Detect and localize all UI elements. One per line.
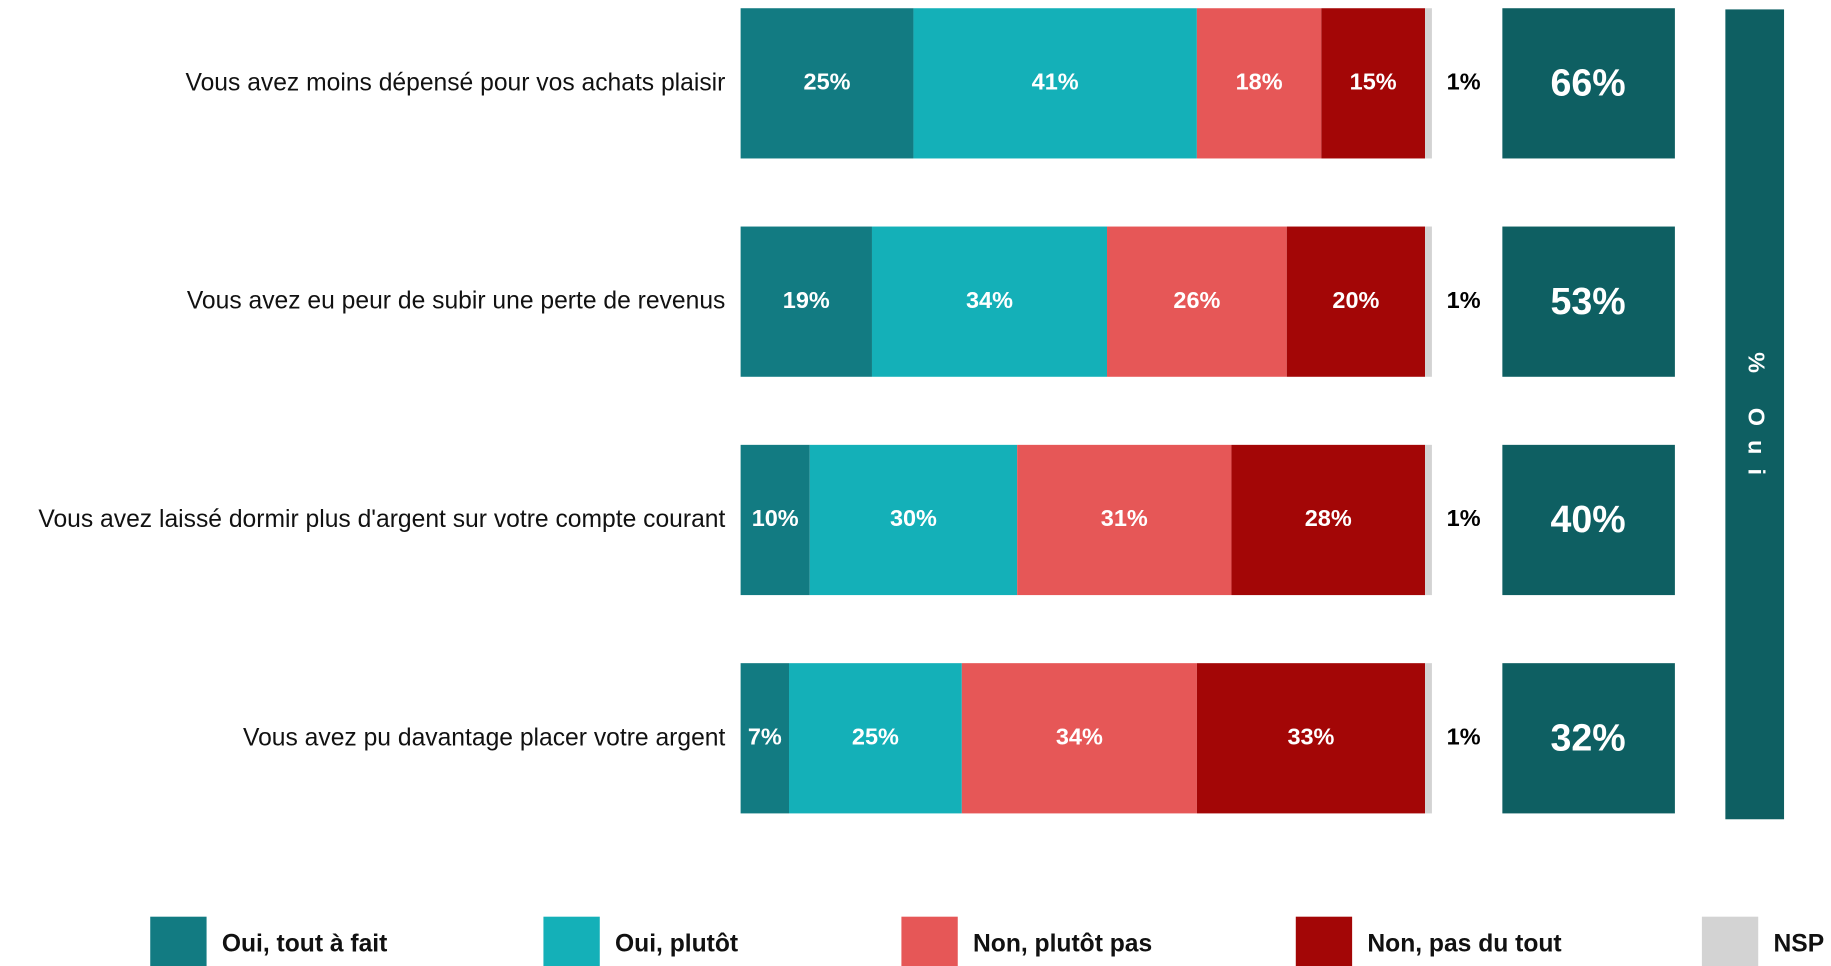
bar-segment xyxy=(1196,8,1322,159)
bar-segment xyxy=(789,663,962,814)
category-label-box: Vous avez pu davantage placer votre arge… xyxy=(243,724,726,752)
value-label: 1% xyxy=(1447,505,1481,531)
bar-segment xyxy=(1425,663,1432,814)
total-label: 32% xyxy=(1550,717,1625,759)
value-label: 10% xyxy=(752,505,799,531)
bar-segment xyxy=(1107,226,1287,377)
category-label: Vous avez moins dépensé pour vos achats … xyxy=(185,69,726,97)
legend-swatch xyxy=(1295,916,1353,966)
bar-segment xyxy=(809,444,1018,596)
category-label: Vous avez eu peur de subir une perte de … xyxy=(186,287,726,315)
total-box xyxy=(1502,663,1675,814)
value-label: 20% xyxy=(1332,287,1379,313)
bar-segment xyxy=(1321,8,1426,159)
totals-header-label: % Oui xyxy=(1744,352,1770,489)
value-label: 31% xyxy=(1101,505,1148,531)
bar-segment xyxy=(1425,8,1432,159)
bar-segment xyxy=(1017,444,1232,596)
category-label-box: Vous avez laissé dormir plus d'argent su… xyxy=(38,505,726,533)
legend-label: Oui, plutôt xyxy=(615,930,738,957)
bar-segment xyxy=(1425,226,1432,377)
bar-segment xyxy=(740,444,810,596)
value-label: 15% xyxy=(1350,69,1397,95)
total-box xyxy=(1502,226,1675,377)
legend-label: Non, pas du tout xyxy=(1367,930,1561,957)
bar-segment xyxy=(740,663,790,814)
total-label: 66% xyxy=(1550,62,1625,104)
value-label: 25% xyxy=(852,723,899,749)
legend-swatch xyxy=(543,916,600,966)
bar-segment xyxy=(871,226,1108,377)
value-label: 41% xyxy=(1032,69,1079,95)
value-label: 1% xyxy=(1447,69,1481,95)
value-label: 7% xyxy=(748,723,782,749)
legend-label: Oui, tout à fait xyxy=(222,930,388,957)
value-label: 30% xyxy=(890,505,937,531)
bar-segment xyxy=(913,8,1197,159)
category-label-box: Vous avez moins dépensé pour vos achats … xyxy=(185,69,726,97)
bar-segment xyxy=(1425,444,1432,596)
category-label: Vous avez laissé dormir plus d'argent su… xyxy=(38,505,726,533)
legend-label: Non, plutôt pas xyxy=(973,930,1152,957)
total-label: 53% xyxy=(1550,280,1625,322)
value-label: 1% xyxy=(1447,723,1481,749)
category-label: Vous avez pu davantage placer votre arge… xyxy=(243,724,726,752)
category-label-box: Vous avez eu peur de subir une perte de … xyxy=(186,287,726,315)
total-label: 40% xyxy=(1550,498,1625,540)
legend-swatch xyxy=(150,916,207,966)
value-label: 19% xyxy=(783,287,830,313)
legend-swatch xyxy=(1701,916,1759,966)
value-label: 34% xyxy=(1056,723,1103,749)
value-label: 26% xyxy=(1173,287,1220,313)
bar-segment xyxy=(1231,444,1426,596)
value-label: 28% xyxy=(1305,505,1352,531)
bar-segment xyxy=(961,663,1197,814)
value-label: 25% xyxy=(804,69,851,95)
bar-segment xyxy=(740,8,914,159)
bar-segment xyxy=(1196,663,1426,814)
value-label: 34% xyxy=(966,287,1013,313)
value-label: 18% xyxy=(1236,69,1283,95)
bar-segment xyxy=(740,226,872,377)
legend-label: NSP xyxy=(1773,930,1824,957)
total-box xyxy=(1502,8,1675,159)
bar-segment xyxy=(1286,226,1426,377)
value-label: 33% xyxy=(1287,723,1334,749)
total-box xyxy=(1502,444,1675,596)
totals-header xyxy=(1725,9,1785,820)
value-label: 1% xyxy=(1447,287,1481,313)
legend-swatch xyxy=(901,916,958,966)
